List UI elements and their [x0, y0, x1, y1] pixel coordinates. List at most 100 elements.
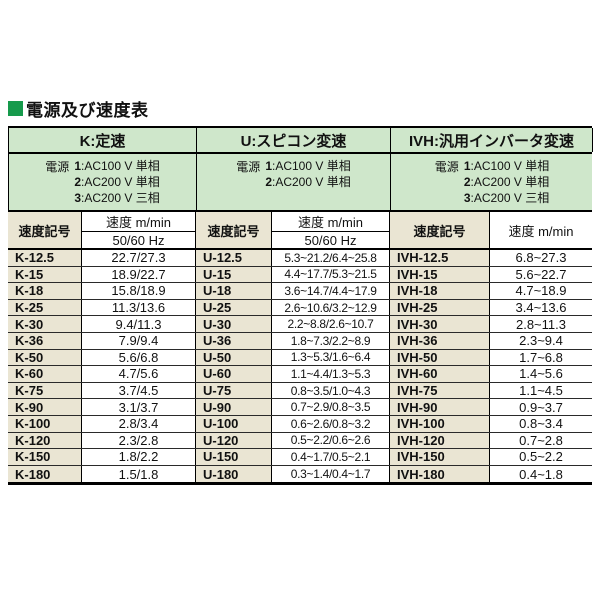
- speed-code-u-cell: U-120: [196, 432, 272, 449]
- speed-value-u-cell: 0.5~2.2/0.6~2.6: [272, 432, 390, 449]
- speed-value-k-cell: 22.7/27.3: [82, 250, 196, 266]
- power-line: 3:AC200 V 三相: [464, 190, 549, 206]
- speed-value-ivh-cell: 3.4~13.6: [515, 300, 567, 316]
- header-speed-ivh: 速度 m/min: [508, 223, 574, 239]
- power-speed-table: K:定速 U:スピコン変速 IVH:汎用インバータ変速 電源 1:AC100 V…: [8, 126, 593, 486]
- column-header-row: 速度記号 速度 m/min 50/60 Hz 速度記号 速度 m/min 50/…: [8, 212, 592, 250]
- table-row: K-25 11.3/13.6 U-25 2.6~10.6/3.2~12.9 IV…: [8, 299, 592, 317]
- speed-code-u-cell: U-15: [196, 266, 272, 283]
- power-spec-ivh: 電源 1:AC100 V 単相 2:AC200 V 単相 3:AC200 V 三相: [391, 154, 593, 210]
- speed-value-u-cell: 1.1~4.4/1.3~5.3: [272, 366, 390, 382]
- header-speed-code-u: 速度記号: [196, 212, 272, 248]
- speed-code-u-cell: U-30: [196, 316, 272, 332]
- speed-value-ivh-cell: 2.8~11.3: [515, 316, 566, 332]
- speed-value-k-cell: 2.8/3.4: [82, 415, 196, 432]
- speed-code-k-cell: K-100: [8, 415, 82, 432]
- table-row: K-30 9.4/11.3 U-30 2.2~8.8/2.6~10.7 IVH-…: [8, 316, 592, 333]
- speed-value-u-cell: 2.2~8.8/2.6~10.7: [272, 316, 390, 332]
- header-speed-unit: 速度 m/min: [82, 212, 195, 232]
- group-title-ivh: IVH:汎用インバータ変速: [391, 128, 593, 152]
- header-speed-k: 速度 m/min 50/60 Hz: [82, 212, 196, 248]
- speed-code-ivh-cell: IVH-90: [390, 399, 490, 415]
- speed-code-k-cell: K-50: [8, 349, 82, 366]
- table-row: K-36 7.9/9.4 U-36 1.8~7.3/2.2~8.9 IVH-36…: [8, 332, 592, 350]
- power-line: 2:AC200 V 単相: [265, 174, 350, 190]
- power-line: 2:AC200 V 単相: [74, 174, 159, 190]
- speed-value-ivh-cell: 0.4~1.8: [519, 466, 563, 482]
- table-row: K-150 1.8/2.2 U-150 0.4~1.7/0.5~2.1 IVH-…: [8, 449, 592, 466]
- speed-value-k-cell: 3.1/3.7: [82, 399, 196, 415]
- speed-value-k-cell: 9.4/11.3: [82, 316, 196, 332]
- speed-value-k-cell: 1.5/1.8: [82, 465, 196, 483]
- power-line: 1:AC100 V 単相: [74, 158, 159, 174]
- power-voltage: :AC200 V 単相: [81, 175, 160, 189]
- speed-value-u-cell: 5.3~21.2/6.4~25.8: [272, 250, 390, 266]
- table-row: K-100 2.8/3.4 U-100 0.6~2.6/0.8~3.2 IVH-…: [8, 415, 592, 433]
- header-speed-u: 速度 m/min 50/60 Hz: [272, 212, 390, 248]
- speed-code-k-cell: K-15: [8, 266, 82, 283]
- power-number: 3: [463, 191, 471, 205]
- data-rows: K-12.5 22.7/27.3 U-12.5 5.3~21.2/6.4~25.…: [8, 250, 592, 486]
- speed-code-u-cell: U-50: [196, 349, 272, 366]
- header-hz: 50/60 Hz: [304, 232, 357, 248]
- speed-code-ivh-cell: IVH-60: [390, 366, 490, 382]
- speed-code-k-cell: K-75: [8, 382, 82, 399]
- speed-code-k-cell: K-18: [8, 283, 82, 299]
- power-voltage: :AC100 V 単相: [470, 159, 550, 173]
- speed-value-u-cell: 0.3~1.4/0.4~1.7: [272, 465, 390, 483]
- power-label: 電源: [236, 160, 261, 174]
- group-title-k: K:定速: [9, 128, 197, 152]
- speed-value-ivh-cell: 0.5~2.2: [519, 449, 563, 465]
- speed-code-ivh-cell: IVH-100: [390, 415, 490, 432]
- speed-code-k-cell: K-60: [8, 366, 82, 382]
- speed-code-u-cell: U-12.5: [196, 250, 272, 266]
- header-speed-code-k: 速度記号: [8, 212, 82, 248]
- power-label: 電源: [45, 160, 70, 174]
- speed-value-k-cell: 1.8/2.2: [82, 449, 196, 465]
- speed-code-u-cell: U-75: [196, 382, 272, 399]
- speed-code-ivh-cell: IVH-15: [390, 266, 490, 283]
- speed-value-ivh-cell: 4.7~18.9: [515, 283, 567, 299]
- speed-value-k-cell: 5.6/6.8: [82, 349, 196, 366]
- speed-code-ivh-cell: IVH-75: [390, 382, 490, 399]
- speed-code-u-cell: U-90: [196, 399, 272, 415]
- power-voltage: :AC100 V 単相: [81, 159, 160, 173]
- power-line: 1:AC100 V 単相: [265, 158, 350, 174]
- power-lines: 1:AC100 V 単相 2:AC200 V 単相 3:AC200 V 三相: [464, 158, 549, 206]
- speed-value-ivh-cell: 0.9~3.7: [519, 399, 563, 415]
- table-row: K-60 4.7/5.6 U-60 1.1~4.4/1.3~5.3 IVH-60…: [8, 366, 592, 383]
- speed-code-u-cell: U-60: [196, 366, 272, 382]
- group-title-band: K:定速 U:スピコン変速 IVH:汎用インバータ変速: [8, 126, 593, 154]
- table-row: K-120 2.3/2.8 U-120 0.5~2.2/0.6~2.6 IVH-…: [8, 432, 592, 450]
- speed-value-u-cell: 0.6~2.6/0.8~3.2: [272, 415, 390, 432]
- speed-value-k-cell: 7.9/9.4: [82, 332, 196, 349]
- speed-value-ivh-cell: 0.7~2.8: [519, 432, 563, 448]
- speed-value-ivh-cell: 5.6~22.7: [515, 266, 567, 282]
- speed-code-u-cell: U-180: [196, 465, 272, 483]
- speed-value-ivh-cell: 1.1~4.5: [519, 383, 563, 399]
- speed-code-ivh-cell: IVH-150: [390, 449, 490, 465]
- speed-value-ivh-cell: 2.3~9.4: [519, 333, 563, 349]
- speed-value-k-cell: 4.7/5.6: [82, 366, 196, 382]
- power-spec-u: 電源 1:AC100 V 単相 2:AC200 V 単相: [197, 154, 391, 210]
- speed-value-k-cell: 15.8/18.9: [82, 283, 196, 299]
- speed-code-u-cell: U-25: [196, 299, 272, 316]
- speed-code-ivh-cell: IVH-36: [390, 332, 490, 349]
- green-square-bullet: [8, 101, 23, 116]
- power-number: 2: [463, 175, 471, 189]
- group-title-u: U:スピコン変速: [197, 128, 391, 152]
- speed-value-ivh-cell: 0.8~3.4: [519, 416, 563, 432]
- section-title: 電源及び速度表: [8, 96, 149, 121]
- power-label: 電源: [434, 160, 459, 174]
- power-number: 3: [74, 191, 81, 205]
- speed-value-ivh-cell: 1.4~5.6: [519, 366, 563, 382]
- speed-code-u-cell: U-18: [196, 283, 272, 299]
- table-row: K-75 3.7/4.5 U-75 0.8~3.5/1.0~4.3 IVH-75…: [8, 382, 592, 400]
- table-row: K-15 18.9/22.7 U-15 4.4~17.7/5.3~21.5 IV…: [8, 266, 592, 284]
- speed-code-ivh-cell: IVH-12.5: [390, 250, 490, 266]
- header-speed-unit: 速度 m/min: [272, 212, 389, 232]
- power-lines: 1:AC100 V 単相 2:AC200 V 単相: [265, 158, 350, 190]
- power-line: 1:AC100 V 単相: [464, 158, 549, 174]
- power-number: 1: [74, 159, 81, 173]
